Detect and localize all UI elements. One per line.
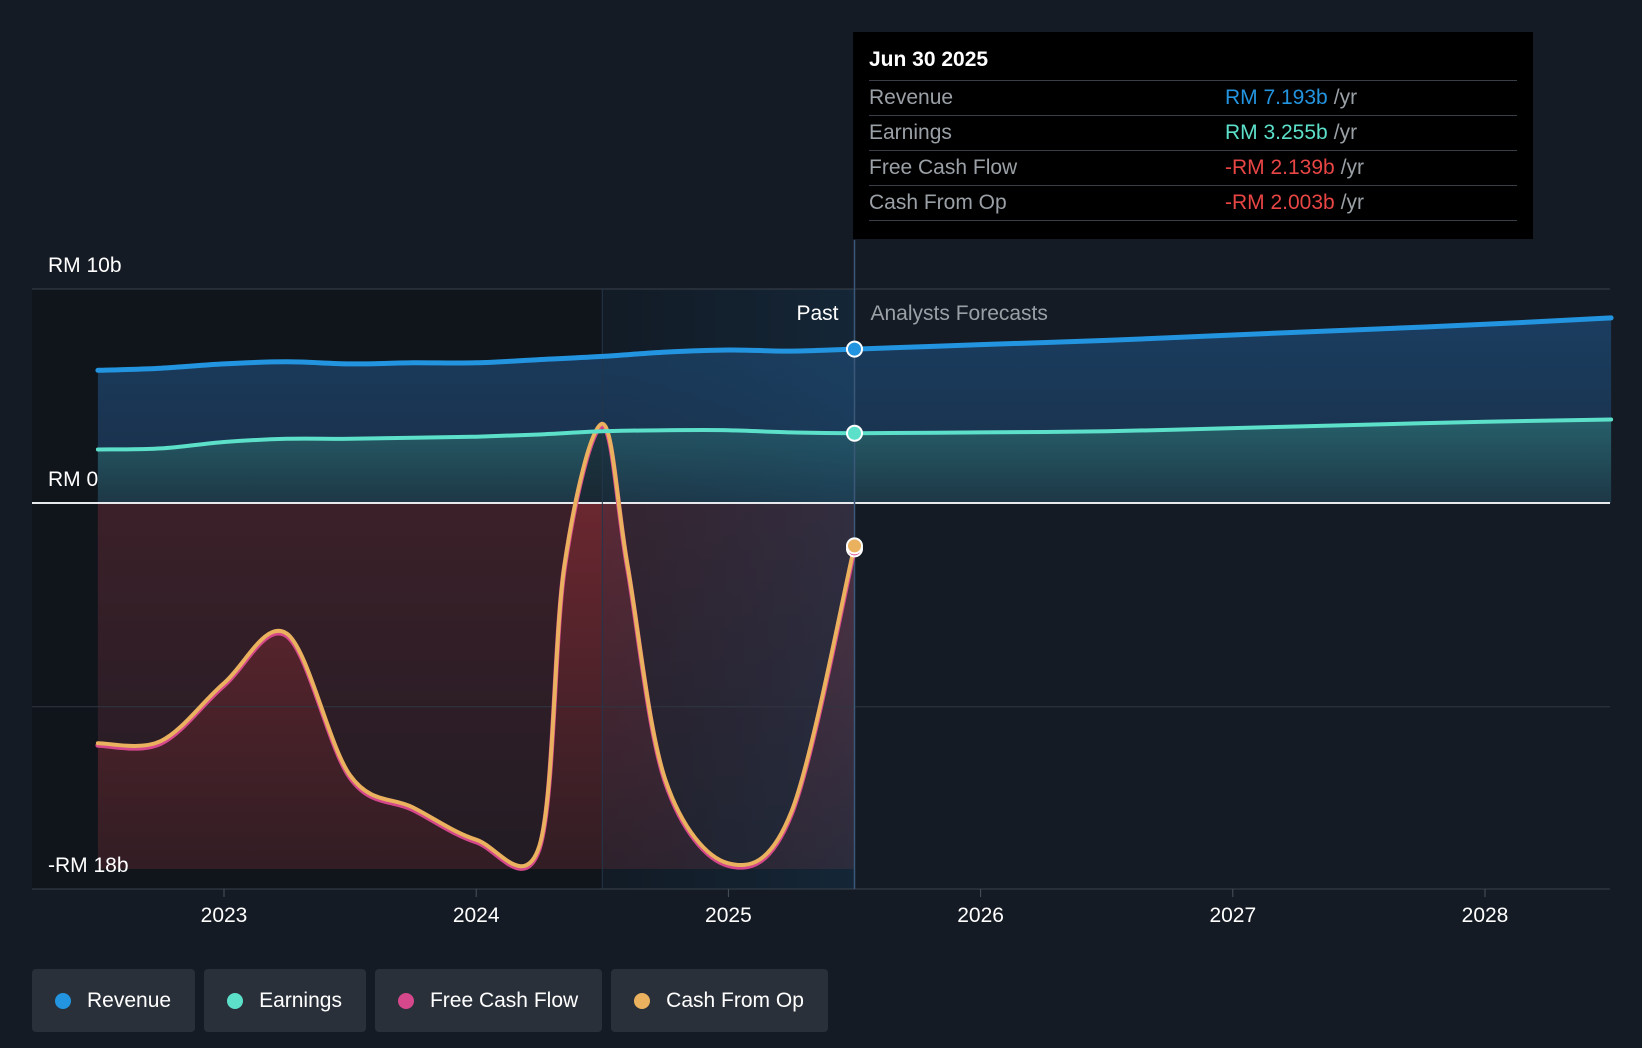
legend-label: Free Cash Flow [429, 988, 579, 1012]
tooltip-row-revenue: Revenue RM 7.193b /yr [869, 80, 1517, 115]
cash-from-op-dot-icon [634, 992, 651, 1009]
axis-labels: RM 10b RM 0 -RM 18b 2023 2024 2025 2026 2027 202… [48, 254, 1508, 927]
earnings-line [95, 417, 1614, 452]
tooltip-label: Earnings [869, 121, 952, 144]
x-tick-label: 2025 [705, 904, 752, 927]
cash-from-op-line [95, 421, 857, 869]
x-tick-label: 2023 [201, 904, 248, 927]
y-tick-label: -RM 18b [48, 854, 129, 877]
tooltip-row-earnings: Earnings RM 3.255b /yr [869, 115, 1517, 150]
tooltip-unit: /yr [1333, 121, 1358, 144]
tooltip-unit: /yr [1340, 156, 1365, 179]
earnings-marker [846, 424, 863, 442]
series-markers [846, 340, 863, 558]
earnings-dot-icon [227, 992, 244, 1009]
series-lines [95, 315, 1614, 871]
legend-item-earnings[interactable]: Earnings [204, 969, 366, 1032]
tooltip-row-free-cash-flow: Free Cash Flow -RM 2.139b /yr [869, 150, 1517, 185]
tooltip-unit: /yr [1340, 191, 1365, 214]
cash-from-op-marker [846, 537, 863, 555]
tooltip-label: Free Cash Flow [869, 156, 1018, 179]
free-cash-flow-dot-icon [397, 992, 414, 1009]
x-tick-label: 2024 [453, 904, 500, 927]
x-tick-label: 2026 [957, 904, 1004, 927]
revenue-marker [846, 340, 863, 358]
legend-label: Cash From Op [666, 988, 804, 1012]
tooltip: Jun 30 2025 Revenue RM 7.193b /yr Earnin… [853, 32, 1533, 239]
legend-item-free-cash-flow[interactable]: Free Cash Flow [374, 969, 603, 1032]
tooltip-label: Cash From Op [869, 191, 1007, 214]
gridlines [32, 240, 1610, 897]
past-label: Past [796, 302, 838, 325]
revenue-line [95, 315, 1614, 373]
x-tick-label: 2028 [1462, 904, 1509, 927]
tooltip-unit: /yr [1333, 86, 1358, 109]
legend: Revenue Earnings Free Cash Flow Cash Fro… [32, 969, 828, 1032]
legend-item-revenue[interactable]: Revenue [32, 969, 196, 1032]
revenue-dot-icon [55, 992, 71, 1009]
tooltip-value: -RM 2.003b [1225, 191, 1335, 214]
highlight-region [602, 289, 855, 889]
legend-label: Revenue [87, 988, 172, 1012]
tooltip-value: RM 7.193b [1225, 86, 1328, 109]
forecast-label: Analysts Forecasts [871, 302, 1048, 325]
tooltip-value: -RM 2.139b [1225, 156, 1335, 179]
tooltip-label: Revenue [869, 86, 954, 109]
tooltip-row-cash-from-op: Cash From Op -RM 2.003b /yr [869, 185, 1517, 221]
x-tick-label: 2027 [1209, 904, 1256, 927]
tooltip-value: RM 3.255b [1225, 121, 1328, 144]
legend-item-cash-from-op[interactable]: Cash From Op [611, 969, 828, 1032]
legend-label: Earnings [259, 988, 342, 1012]
y-tick-label: RM 10b [48, 254, 122, 277]
tooltip-date: Jun 30 2025 [869, 48, 989, 71]
y-tick-label: RM 0 [48, 468, 98, 491]
